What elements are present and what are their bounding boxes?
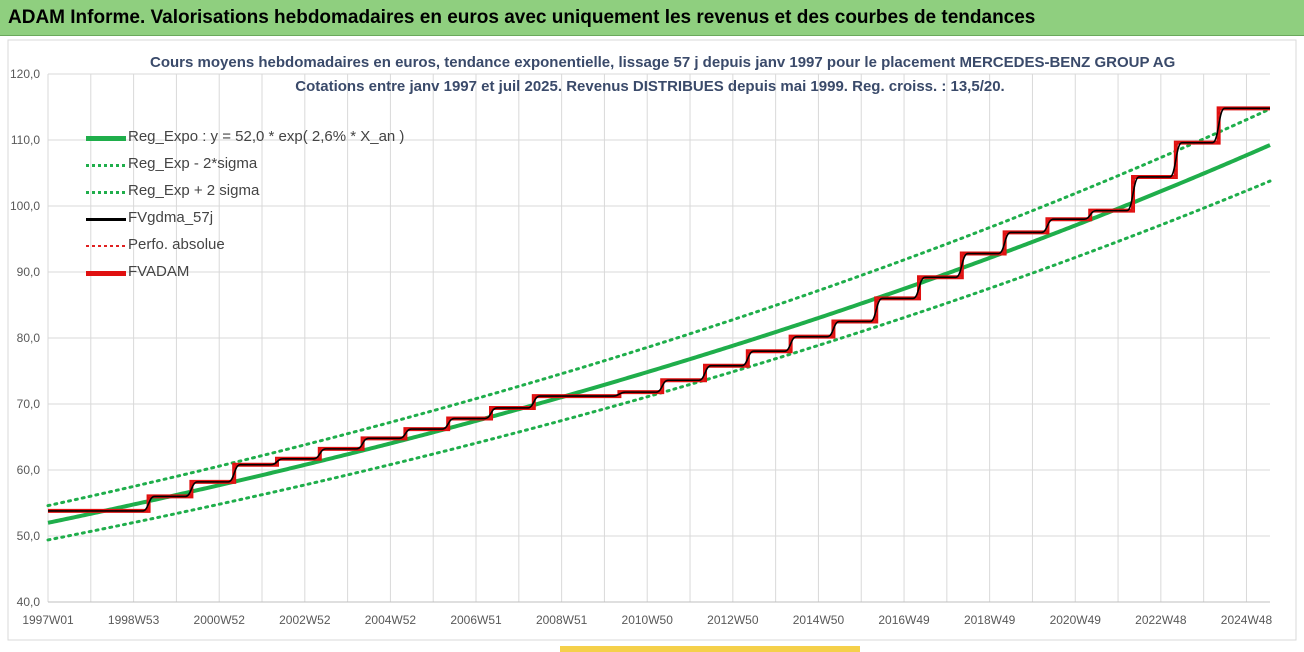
bottom-tab-decoration: [560, 646, 860, 652]
y-tick-label: 60,0: [17, 463, 41, 477]
y-tick-label: 90,0: [17, 265, 41, 279]
y-tick-label: 40,0: [17, 595, 41, 609]
legend-swatch-reg-plus: [86, 191, 126, 194]
y-tick-label: 70,0: [17, 397, 41, 411]
legend-swatch-reg-minus: [86, 164, 126, 167]
series-reg-expo: [47, 143, 1271, 525]
y-tick-label: 80,0: [17, 331, 41, 345]
y-tick-label: 120,0: [10, 67, 40, 81]
series-reg-exp-plus-2sigma: [46, 107, 1272, 508]
legend-swatch-perfo: [86, 245, 126, 247]
chart-title: Cours moyens hebdomadaires en euros, ten…: [150, 54, 1176, 71]
legend-swatch-fvgdma: [86, 218, 126, 221]
x-tick-label: 2006W51: [450, 613, 502, 627]
legend-label: Reg_Exp - 2*sigma: [128, 155, 258, 172]
header-bar: ADAM Informe. Valorisations hebdomadaire…: [0, 0, 1304, 36]
x-tick-label: 2024W48: [1221, 613, 1273, 627]
y-tick-label: 110,0: [11, 133, 40, 147]
chart-subtitle: Cotations entre janv 1997 et juil 2025. …: [295, 78, 1005, 95]
legend-swatch-reg-expo: [86, 136, 126, 141]
x-tick-label: 2018W49: [964, 613, 1016, 627]
legend-label: FVADAM: [128, 263, 190, 280]
chart-area: 40,0 50,0 60,0 70,0 80,0 90,0 100,0 110,0 120,0 1…: [0, 36, 1304, 652]
x-tick-label: 1997W01: [22, 613, 74, 627]
x-tick-label: 2020W49: [1050, 613, 1102, 627]
legend-swatch-fvadam: [86, 271, 126, 276]
series-fvgdma-57j: [48, 107, 1270, 512]
x-tick-label: 2016W49: [878, 613, 930, 627]
y-tick-label: 100,0: [10, 199, 40, 213]
x-tick-label: 2012W50: [707, 613, 759, 627]
page-title: ADAM Informe. Valorisations hebdomadaire…: [8, 7, 1036, 28]
chart-svg: 40,0 50,0 60,0 70,0 80,0 90,0 100,0 110,0 120,0 1…: [7, 39, 1297, 641]
x-tick-label: 2004W52: [365, 613, 417, 627]
y-tick-label: 50,0: [17, 529, 41, 543]
x-tick-label: 2022W48: [1135, 613, 1187, 627]
x-tick-label: 1998W53: [108, 613, 160, 627]
legend-label: Perfo. absolue: [128, 236, 225, 253]
legend-label: Reg_Expo : y = 52,0 * exp( 2,6% * X_an ): [128, 128, 405, 145]
legend-label: Reg_Exp + 2 sigma: [128, 182, 260, 199]
x-tick-label: 2002W52: [279, 613, 331, 627]
x-tick-label: 2000W52: [194, 613, 246, 627]
x-tick-label: 2008W51: [536, 613, 588, 627]
x-tick-label: 2014W50: [793, 613, 845, 627]
legend-label: FVgdma_57j: [128, 209, 214, 226]
x-tick-label: 2010W50: [622, 613, 674, 627]
